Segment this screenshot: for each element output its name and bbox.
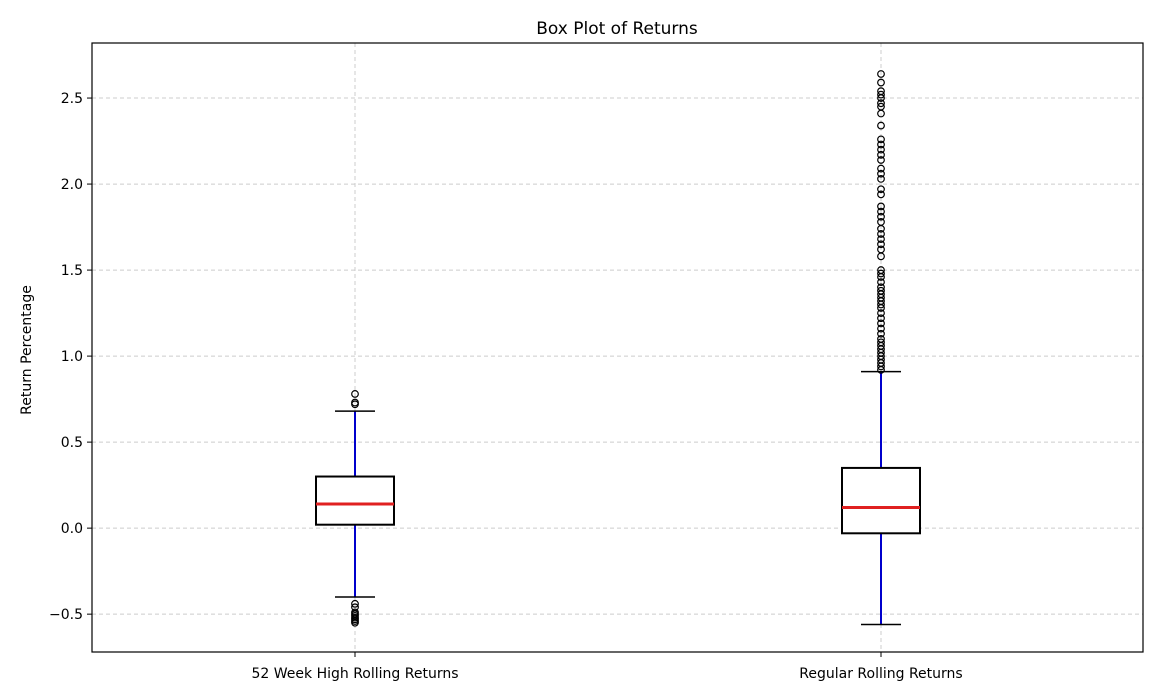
outlier-point	[877, 102, 885, 111]
outlier-point	[877, 286, 885, 295]
outlier-point	[877, 70, 885, 78]
outlier-point	[877, 324, 885, 333]
iqr-box	[841, 466, 921, 535]
iqr-box	[315, 475, 395, 526]
chart-title: Box Plot of Returns	[536, 19, 698, 39]
outlier-point	[877, 78, 885, 87]
outlier-point	[351, 618, 359, 627]
outlier-point	[877, 230, 885, 238]
box-series-layer	[315, 70, 921, 627]
outlier-point	[351, 390, 359, 398]
outlier-point	[877, 140, 885, 149]
outlier-point	[877, 309, 885, 317]
outlier-point	[877, 156, 885, 164]
outlier-point	[877, 212, 885, 221]
outlier-point	[877, 334, 885, 343]
outlier-point	[877, 338, 885, 347]
outlier-point	[877, 283, 885, 292]
y-tick-label: 2.5	[61, 91, 83, 107]
y-axis-label: Return Percentage	[19, 285, 35, 415]
outlier-point	[877, 150, 885, 159]
outlier-point	[877, 278, 885, 287]
outlier-point	[351, 599, 359, 608]
box-group	[841, 70, 921, 626]
outlier-point	[877, 99, 885, 108]
outlier-point	[877, 202, 885, 211]
outlier-point	[877, 135, 885, 144]
box-group	[315, 390, 395, 627]
outlier-point	[877, 121, 885, 130]
outlier-point	[877, 240, 885, 249]
outlier-point	[877, 329, 885, 338]
plot-area-frame	[91, 42, 1144, 653]
grid-lines	[92, 43, 1143, 652]
outlier-point	[877, 145, 885, 154]
outlier-point	[877, 190, 885, 199]
y-tick-label: 0.5	[61, 435, 83, 451]
x-axis-ticks: 52 Week High Rolling Returns Regular Roll…	[252, 652, 963, 682]
outlier-point	[877, 90, 885, 99]
outlier-point	[877, 245, 885, 254]
y-tick-label: 2.0	[61, 177, 83, 193]
outlier-point	[877, 266, 885, 274]
outlier-point	[877, 269, 885, 278]
outlier-point	[877, 169, 885, 178]
x-tick-label: 52 Week High Rolling Returns	[252, 666, 459, 682]
outlier-point	[877, 319, 885, 328]
outlier-point	[877, 235, 885, 244]
y-tick-label: −0.5	[49, 607, 83, 623]
outlier-point	[877, 207, 885, 216]
outlier-point	[877, 218, 885, 226]
y-axis-ticks: −0.5 0.0 0.5 1.0 1.5 2.0 2.5	[49, 91, 92, 623]
outlier-point	[351, 400, 359, 409]
outlier-point	[877, 164, 885, 173]
outlier-point	[877, 175, 885, 183]
y-tick-label: 1.5	[61, 263, 83, 279]
x-tick-label: Regular Rolling Returns	[799, 666, 962, 682]
outlier-point	[877, 87, 885, 96]
y-tick-label: 0.0	[61, 521, 83, 537]
outlier-point	[877, 185, 885, 194]
y-tick-label: 1.0	[61, 349, 83, 365]
outlier-point	[877, 314, 885, 323]
